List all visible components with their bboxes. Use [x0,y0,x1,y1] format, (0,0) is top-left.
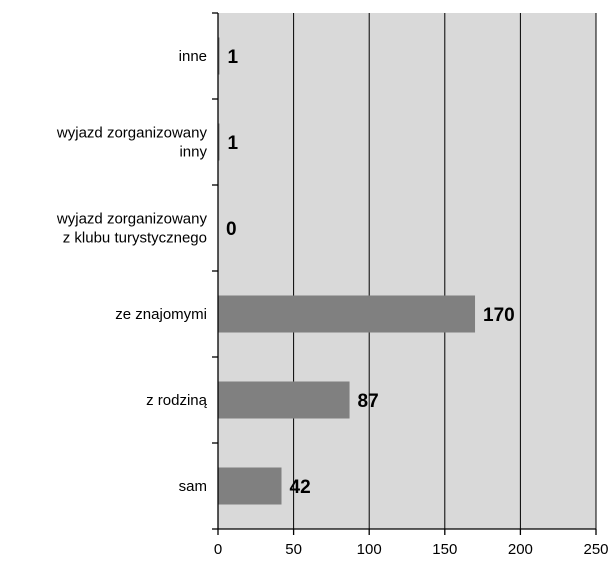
gridlines [293,13,597,529]
category-label-line: z klubu turystycznego [63,230,207,247]
bar-5 [218,467,282,505]
plot-area [218,13,596,529]
data-label-5: 42 [290,477,311,498]
x-tick-label-150: 150 [432,541,457,558]
bar-3 [218,295,476,333]
category-label-line: sam [179,478,207,495]
category-label-line: inny [179,144,207,161]
data-label-0: 1 [228,47,239,68]
category-label-5: sam [179,478,207,495]
data-label-2: 0 [226,219,237,240]
category-label-line: ze znajomymi [115,306,207,323]
labels: 1 inne 1 wyjazd zorganizowany inny 0 wyjazd zo… [56,47,608,558]
category-label-line: inne [179,48,207,65]
x-tick-label-0: 0 [214,541,222,558]
category-label-1: wyjazd zorganizowany inny [56,125,208,161]
category-label-line: wyjazd zorganizowany [56,125,208,142]
category-label-line: z rodziną [146,392,208,409]
category-label-4: z rodziną [146,392,208,409]
category-label-line: wyjazd zorganizowany [56,211,208,228]
category-label-3: ze znajomymi [115,306,207,323]
bars [218,37,476,505]
data-label-4: 87 [358,391,379,412]
x-tick-label-200: 200 [508,541,533,558]
category-label-0: inne [179,48,207,65]
category-label-2: wyjazd zorganizowany z klubu turystyczneg… [56,211,208,247]
x-tick-label-50: 50 [285,541,302,558]
bar-1 [218,123,220,161]
x-tick-label-250: 250 [583,541,608,558]
data-label-3: 170 [483,305,515,326]
bar-0 [218,37,220,75]
bar-4 [218,381,350,419]
axes [212,12,597,535]
x-tick-label-100: 100 [357,541,382,558]
data-label-1: 1 [228,133,239,154]
